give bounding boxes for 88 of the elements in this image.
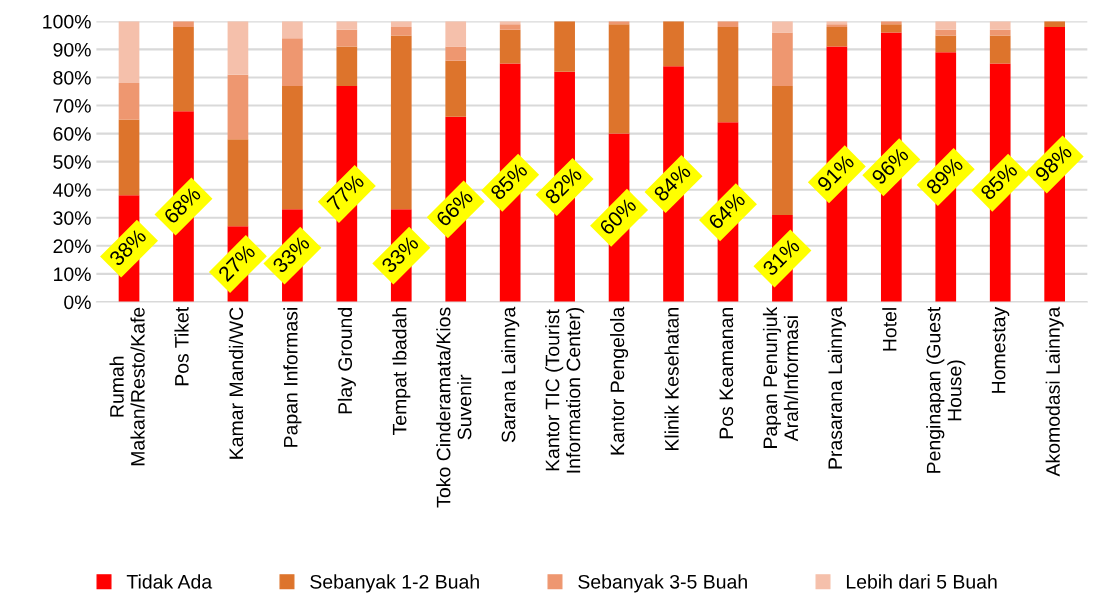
x-tick-label: Papan Informasi	[283, 308, 302, 447]
bar	[608, 24, 630, 134]
data-label: 91%	[816, 153, 856, 193]
data-label: 85%	[979, 162, 1019, 201]
x-tick-label: Sarana Lainnya	[501, 306, 520, 443]
x-tick-label: Rumah Makan/Resto/Kafe	[109, 307, 145, 466]
bar	[445, 46, 467, 61]
x-tick-label: Prasarana Lainnya	[827, 306, 846, 469]
bar	[989, 29, 1011, 36]
y-tick-label: 10%	[54, 267, 91, 282]
y-tick-label: 20%	[53, 239, 91, 254]
y-tick-label: 30%	[53, 211, 91, 226]
x-tick-label: Papan Penunjuk Arah/Informasi	[762, 306, 799, 448]
bar	[880, 24, 902, 33]
y-tick-label: 100%	[43, 14, 91, 29]
data-label: 98%	[1034, 143, 1073, 183]
bar	[499, 24, 521, 30]
legend-label: Sebanyak 1-2 Buah	[310, 574, 479, 593]
data-label: 66%	[435, 188, 474, 228]
y-tick-label: 80%	[53, 70, 91, 85]
y-tick-label: 40%	[53, 183, 91, 197]
data-label: 77%	[326, 173, 365, 212]
bar	[336, 29, 358, 47]
legend-label: Tidak Ada	[126, 574, 213, 589]
y-tick-label: 60%	[53, 127, 91, 141]
bar	[227, 139, 249, 227]
y-tick-label: 90%	[53, 42, 91, 57]
bar	[282, 38, 303, 86]
x-tick-label: Pos Tiket	[174, 306, 189, 386]
bar	[935, 29, 957, 36]
x-tick-label: Hotel	[882, 308, 897, 351]
x-tick-label: Play Ground	[337, 308, 356, 414]
bar	[445, 21, 467, 47]
bar	[173, 21, 194, 27]
data-label: 68%	[163, 185, 202, 225]
data-label: 82%	[544, 166, 583, 205]
x-tick-label: Kantor TIC (Tourist Information Center)	[545, 308, 585, 473]
bar	[390, 35, 412, 210]
x-tick-label: Toko Cinderamata/Kios Suvenir	[436, 307, 472, 508]
bar	[282, 21, 303, 39]
bar	[1044, 21, 1066, 27]
bar	[826, 26, 848, 47]
bar	[499, 29, 521, 64]
data-label: 60%	[598, 197, 638, 236]
data-label: 89%	[925, 156, 964, 196]
bar	[227, 74, 249, 140]
bar	[772, 85, 793, 215]
data-label: 85%	[489, 162, 529, 201]
bar	[118, 83, 140, 120]
x-tick-label: Pos Keamanan	[719, 308, 734, 439]
bar	[935, 21, 957, 30]
bar	[118, 119, 140, 196]
bar	[336, 21, 358, 30]
bar	[336, 46, 358, 86]
bar	[717, 26, 739, 123]
bar	[445, 60, 467, 117]
data-label: 33%	[271, 234, 311, 274]
bar	[282, 85, 303, 210]
data-label: 64%	[707, 191, 747, 231]
bar	[554, 21, 575, 72]
x-tick-label: Klinik Kesehatan	[664, 308, 679, 451]
bar	[772, 21, 793, 33]
data-label: 33%	[380, 234, 420, 274]
bar	[663, 21, 684, 67]
bar	[772, 32, 793, 86]
x-tick-label: Kantor Pengelola	[610, 306, 629, 455]
data-label: 84%	[652, 163, 692, 203]
bar	[227, 21, 249, 75]
legend-label: Sebanyak 3-5 Buah	[578, 574, 747, 593]
bar	[935, 35, 957, 53]
y-tick-label: 70%	[53, 99, 91, 113]
y-tick-label: 0%	[64, 295, 91, 310]
x-tick-label: Homestay	[991, 306, 1010, 393]
bar	[989, 21, 1011, 30]
data-label: 38%	[108, 227, 148, 267]
x-tick-label: Akomodasi Lainnya	[1045, 306, 1064, 477]
x-tick-label: Tempat Ibadah	[392, 308, 411, 435]
bar	[390, 26, 412, 36]
x-tick-label: Kamar Mandi/WC	[228, 307, 244, 459]
bar	[173, 26, 194, 112]
legend-label: Lebih dari 5 Buah	[846, 574, 997, 589]
y-tick-label: 50%	[53, 155, 91, 169]
data-label: 96%	[870, 146, 910, 186]
x-tick-label: Penginapan (Guest House)	[926, 306, 966, 473]
bar	[118, 21, 140, 84]
bar	[390, 21, 412, 27]
bar	[989, 35, 1011, 64]
data-label: 31%	[761, 237, 801, 277]
